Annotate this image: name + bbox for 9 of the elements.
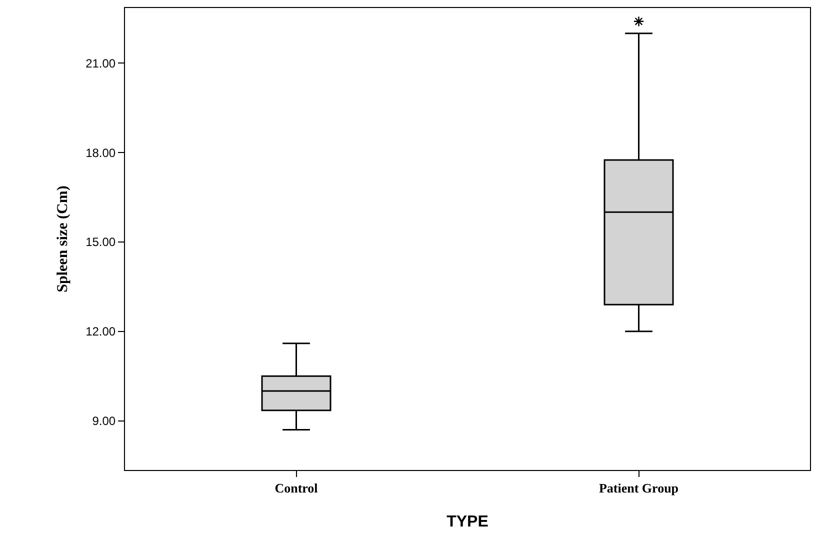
y-tick-label: 12.00 [86,324,116,339]
x-tick-label: Control [274,480,318,496]
y-tick-label: 15.00 [86,235,116,250]
y-tick-label: 9.00 [92,414,116,428]
y-tick-label: 18.00 [86,146,116,160]
x-axis-title: TYPE [446,513,489,530]
x-tick-label: Patient Group [598,480,679,496]
y-axis-title: Spleen size (Cm) [54,186,71,292]
y-tick-label: 21.00 [86,56,116,70]
